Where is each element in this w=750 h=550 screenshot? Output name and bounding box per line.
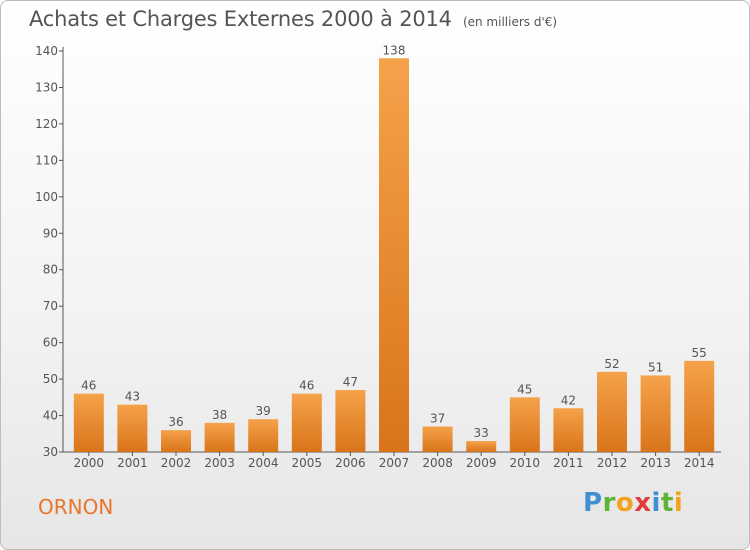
bar-value-label: 46 [299, 379, 314, 393]
bar-2009 [466, 441, 497, 452]
x-tick-label: 2007 [379, 456, 410, 470]
bar-value-label: 36 [168, 415, 183, 429]
bar-value-label: 39 [256, 404, 271, 418]
x-tick-label: 2004 [248, 456, 279, 470]
chart-title: Achats et Charges Externes 2000 à 2014 [29, 7, 452, 31]
y-tick-label: 90 [43, 226, 58, 240]
x-tick-label: 2009 [466, 456, 497, 470]
x-tick-label: 2002 [161, 456, 192, 470]
bar-2010 [509, 397, 540, 452]
y-tick-label: 110 [35, 153, 58, 167]
bar-2005 [291, 393, 322, 452]
bar-value-label: 42 [561, 393, 576, 407]
bar-2011 [553, 408, 584, 452]
bar-2007 [379, 58, 409, 453]
x-tick-label: 2013 [640, 456, 671, 470]
logo-letter: i [673, 488, 684, 518]
y-tick-label: 50 [43, 372, 58, 386]
bar-value-label: 47 [343, 375, 358, 389]
y-tick-label: 140 [35, 44, 58, 58]
bar-2001 [117, 404, 148, 452]
y-tick-label: 70 [43, 299, 58, 313]
y-tick-label: 120 [35, 117, 58, 131]
logo-letter: t [660, 488, 674, 518]
chart-title-block: Achats et Charges Externes 2000 à 2014 (… [29, 7, 557, 31]
bar-2003 [204, 422, 235, 452]
x-tick-label: 2006 [335, 456, 366, 470]
bar-value-label: 52 [604, 357, 619, 371]
y-tick-label: 80 [43, 263, 58, 277]
x-tick-label: 2008 [422, 456, 453, 470]
chart-subtitle: (en milliers d'€) [462, 15, 558, 29]
bar-2004 [248, 419, 279, 452]
bar-2008 [422, 426, 453, 452]
bar-value-label: 51 [648, 360, 663, 374]
logo-letter: P [583, 488, 603, 518]
bar-value-label: 46 [81, 379, 96, 393]
commune-name: ORNON [38, 495, 114, 519]
logo-letter: o [615, 488, 635, 518]
bar-value-label: 43 [125, 390, 140, 404]
x-tick-label: 2010 [510, 456, 541, 470]
bar-value-label: 45 [517, 382, 532, 396]
y-tick-label: 100 [35, 190, 58, 204]
x-tick-label: 2001 [117, 456, 148, 470]
x-tick-label: 2011 [553, 456, 584, 470]
bar-value-label: 55 [692, 346, 707, 360]
x-tick-label: 2014 [684, 456, 715, 470]
bar-2012 [597, 371, 627, 452]
bar-2014 [684, 360, 715, 452]
y-tick-label: 60 [43, 336, 58, 350]
x-tick-label: 2000 [74, 456, 105, 470]
logo-letter: x [634, 488, 652, 518]
x-tick-label: 2003 [204, 456, 235, 470]
x-tick-label: 2005 [292, 456, 323, 470]
y-tick-label: 40 [43, 409, 58, 423]
logo-letter: r [602, 488, 616, 518]
bar-value-label: 138 [383, 43, 406, 57]
logo-letter: i [651, 488, 661, 518]
x-tick-label: 2012 [597, 456, 628, 470]
bar-value-label: 33 [474, 426, 489, 440]
y-tick-label: 130 [35, 80, 58, 94]
bar-2002 [161, 430, 191, 452]
proxiti-logo: Proxiti [583, 488, 683, 518]
bar-2013 [640, 375, 671, 452]
bar-2006 [335, 390, 366, 452]
bar-value-label: 38 [212, 408, 227, 422]
bar-value-label: 37 [430, 411, 445, 425]
bar-2000 [73, 393, 104, 452]
y-tick-label: 30 [43, 445, 58, 459]
